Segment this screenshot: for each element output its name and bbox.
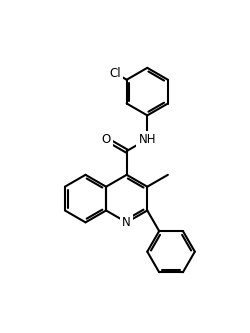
Text: Cl: Cl — [109, 67, 121, 80]
Text: N: N — [122, 216, 130, 229]
Text: NH: NH — [138, 133, 156, 146]
Text: O: O — [101, 133, 110, 146]
